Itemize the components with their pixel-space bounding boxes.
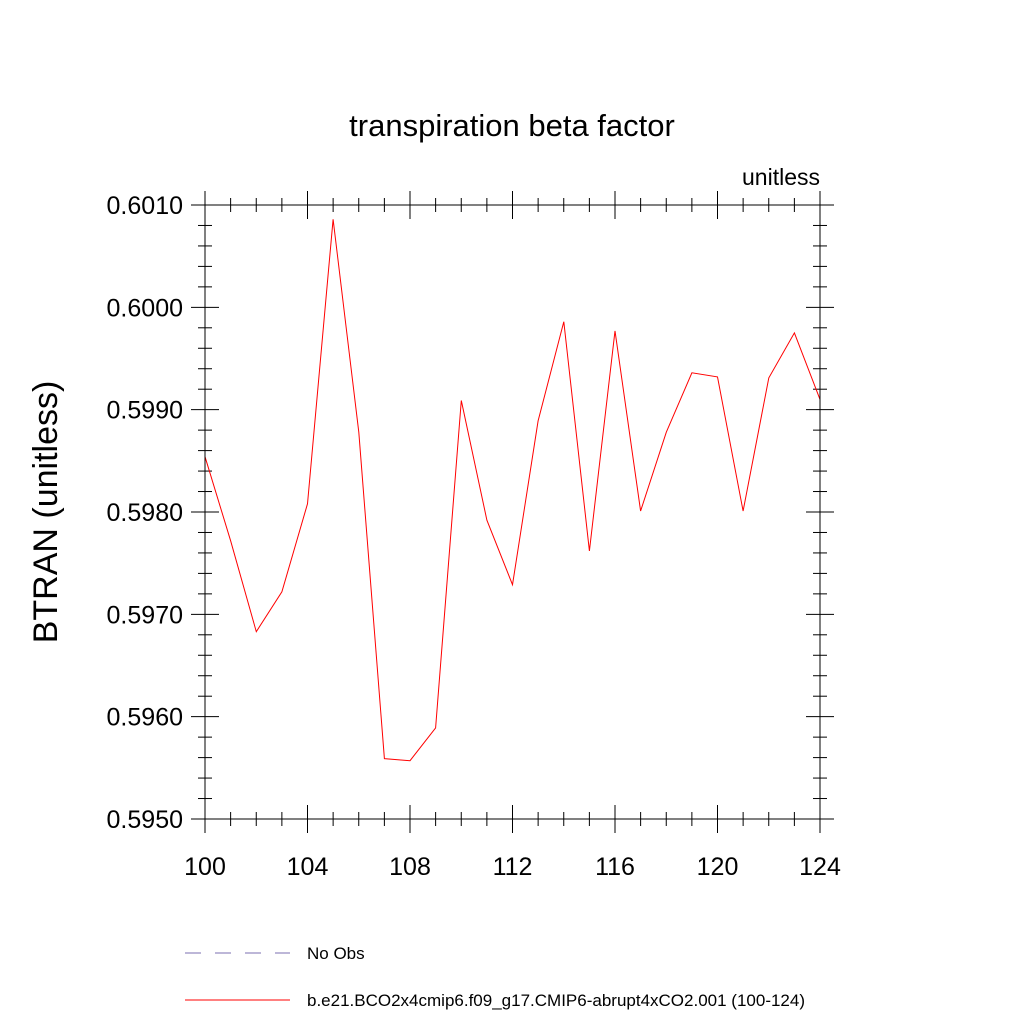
x-tick-label: 120 bbox=[697, 853, 739, 881]
y-axis-label: BTRAN (unitless) bbox=[27, 381, 65, 644]
x-tick-label: 116 bbox=[595, 853, 635, 881]
y-tick-label: 0.6000 bbox=[107, 294, 183, 322]
series-line bbox=[204, 219, 821, 762]
legend-label-model: b.e21.BCO2x4cmip6.f09_g17.CMIP6-abrupt4x… bbox=[307, 991, 805, 1010]
x-tick-label: 112 bbox=[493, 853, 533, 881]
y-tick-label: 0.5980 bbox=[107, 499, 183, 527]
legend-label-no-obs: No Obs bbox=[307, 944, 365, 963]
plot-frame bbox=[204, 204, 821, 820]
x-tick-label: 108 bbox=[389, 853, 431, 881]
x-tick-label: 104 bbox=[287, 853, 329, 881]
y-tick-labels: 0.5950 0.5960 0.5970 0.5980 0.5990 0.6000 0.60… bbox=[107, 192, 183, 834]
y-tick-label: 0.5970 bbox=[107, 601, 183, 629]
units-label: unitless bbox=[742, 164, 820, 190]
y-tick-label: 0.5960 bbox=[107, 704, 183, 732]
y-tick-label: 0.5950 bbox=[107, 806, 183, 834]
x-tick-label: 100 bbox=[184, 853, 226, 881]
legend: No Obs b.e21.BCO2x4cmip6.f09_g17.CMIP6-a… bbox=[185, 944, 805, 1010]
x-tick-label: 124 bbox=[799, 853, 841, 881]
axis-ticks bbox=[191, 191, 834, 833]
y-tick-label: 0.6010 bbox=[107, 192, 183, 220]
series-layer bbox=[204, 219, 821, 762]
x-tick-labels: 100 104 108 112 116 120 124 bbox=[184, 853, 841, 881]
y-tick-label: 0.5990 bbox=[107, 397, 183, 425]
chart-title: transpiration beta factor bbox=[349, 108, 675, 143]
